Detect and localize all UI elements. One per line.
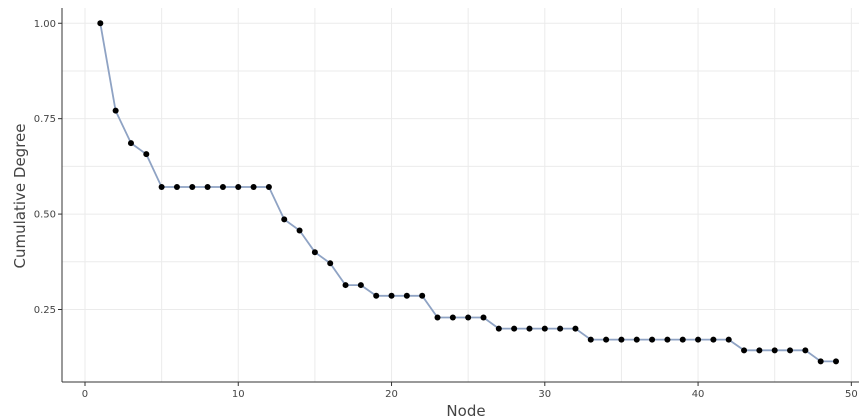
data-point <box>664 336 671 343</box>
data-point <box>219 183 226 190</box>
grid-layer <box>62 8 859 382</box>
data-point <box>189 183 196 190</box>
data-point <box>158 183 165 190</box>
x-tick-label: 0 <box>82 389 88 400</box>
x-tick-label: 10 <box>232 389 245 400</box>
data-point <box>204 183 211 190</box>
data-point <box>572 325 579 332</box>
data-point <box>403 292 410 299</box>
data-point <box>281 216 288 223</box>
data-point <box>633 336 640 343</box>
axes-layer: 0 10 20 30 40 50 0.25 0.50 0.75 1.00 <box>34 8 859 400</box>
series-layer <box>97 20 840 365</box>
data-point <box>649 336 656 343</box>
data-point <box>296 227 303 234</box>
data-point <box>526 325 533 332</box>
data-point <box>143 151 150 158</box>
data-point <box>480 314 487 321</box>
data-point <box>235 183 242 190</box>
data-point <box>449 314 456 321</box>
data-point <box>357 282 364 289</box>
data-point <box>695 336 702 343</box>
data-point <box>495 325 502 332</box>
data-point <box>603 336 610 343</box>
x-tick-label: 50 <box>845 389 858 400</box>
data-point <box>725 336 732 343</box>
data-point <box>787 347 794 354</box>
data-point <box>127 140 134 147</box>
data-point <box>250 183 257 190</box>
data-point <box>771 347 778 354</box>
y-tick-label: 1.00 <box>34 19 56 30</box>
data-point <box>511 325 518 332</box>
data-point <box>465 314 472 321</box>
y-tick-label: 0.75 <box>34 114 56 125</box>
x-tick-label: 20 <box>385 389 398 400</box>
data-point <box>112 107 119 114</box>
data-point <box>802 347 809 354</box>
data-point <box>327 260 334 267</box>
data-point <box>741 347 748 354</box>
data-point <box>710 336 717 343</box>
data-point <box>679 336 686 343</box>
data-point <box>97 20 104 27</box>
data-point <box>173 183 180 190</box>
data-point <box>833 358 840 365</box>
y-tick-label: 0.25 <box>34 305 56 316</box>
data-point <box>434 314 441 321</box>
data-point <box>373 292 380 299</box>
data-point <box>342 282 349 289</box>
data-point <box>557 325 564 332</box>
data-point <box>618 336 625 343</box>
data-point <box>587 336 594 343</box>
x-tick-label: 30 <box>538 389 551 400</box>
x-axis-title: Node <box>446 402 485 420</box>
data-point <box>388 292 395 299</box>
data-point <box>756 347 763 354</box>
data-point <box>265 183 272 190</box>
data-point <box>817 358 824 365</box>
data-point <box>311 249 318 256</box>
y-axis-title: Cumulative Degree <box>11 124 29 269</box>
x-tick-label: 40 <box>692 389 705 400</box>
data-point <box>541 325 548 332</box>
y-tick-label: 0.50 <box>34 210 56 221</box>
data-point <box>419 292 426 299</box>
